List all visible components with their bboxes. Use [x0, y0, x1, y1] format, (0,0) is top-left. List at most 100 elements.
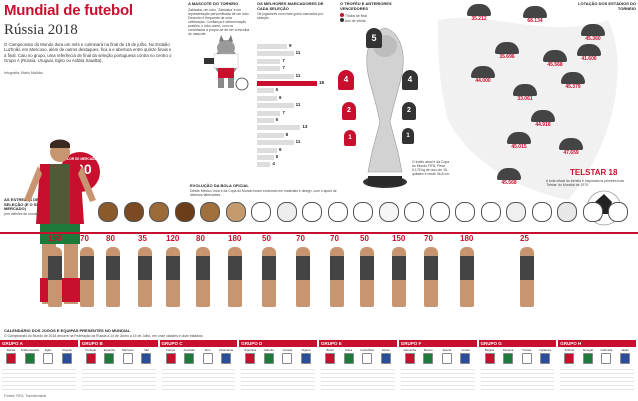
team-item: Argentina: [241, 348, 259, 364]
team-shirt-icon: [104, 353, 115, 364]
scorer-row: 11: [257, 102, 337, 109]
footer-sources: Fontes: FIFA, Transfermarkt: [4, 394, 47, 398]
team-name: Croácia: [282, 348, 293, 352]
player-figure: [48, 247, 62, 307]
team-shirt-icon: [245, 353, 256, 364]
scorer-bar: [257, 44, 287, 49]
group-column: GRUPO A Rússia Arábia Saudita Egito Uruguai: [0, 340, 78, 394]
match-list: [2, 366, 76, 390]
group-label: GRUPO A: [0, 340, 78, 347]
scorer-row: 13: [257, 124, 337, 131]
scorer-bar: [257, 162, 271, 168]
team-item: Panamá: [499, 348, 517, 364]
match-list: [400, 366, 475, 390]
scorer-bar: [257, 103, 294, 109]
player-market-value: 50: [360, 234, 369, 243]
player-figure: [228, 247, 242, 307]
stadium-icon: [577, 44, 601, 56]
stadium-list: 35.212 68.134 45.360 35.696 45.568 44.000 45.3…: [428, 0, 638, 190]
team-shirt-icon: [564, 353, 575, 364]
player-market-value: 180: [228, 234, 242, 243]
stadium-icon: [581, 24, 605, 36]
stadium-marker: 68.134: [520, 6, 550, 24]
team-item: Espanha: [100, 348, 118, 364]
scorer-bar: [257, 73, 294, 79]
team-item: Portugal: [82, 348, 100, 364]
stadium-capacity: 68.134: [527, 18, 543, 24]
team-name: Irão: [144, 348, 149, 352]
team-item: Polónia: [560, 348, 578, 364]
team-item: Suécia: [438, 348, 456, 364]
stadium-capacity: 45.568: [547, 62, 563, 68]
stadium-marker: 41.606: [574, 44, 604, 62]
player-figure: [196, 247, 210, 307]
ball-icon: [455, 202, 476, 222]
player-figure: [138, 247, 152, 307]
ball-icon: [302, 202, 323, 222]
group-teams: Polónia Senegal Colômbia Japão: [558, 347, 636, 365]
team-name: México: [423, 348, 433, 352]
team-shirt-icon: [24, 353, 35, 364]
scorer-value: 4: [272, 161, 275, 167]
groups-grid: GRUPO A Rússia Arábia Saudita Egito Uruguai G…: [0, 340, 638, 395]
stars-unit: (em milhões de euros): [4, 211, 38, 216]
scorers-section: OS MELHORES MARCADORES DE CADA SELEÇÃO O…: [257, 1, 327, 20]
player-market-value: 70: [80, 234, 89, 243]
star-player-card: 80: [106, 234, 136, 324]
team-shirt-icon: [202, 353, 213, 364]
team-item: Egito: [39, 348, 57, 364]
team-shirt-icon: [141, 353, 152, 364]
stadium-marker: 47.659: [556, 138, 586, 156]
stadium-icon: [531, 110, 555, 122]
player-figure: [460, 247, 474, 307]
team-item: Senegal: [579, 348, 597, 364]
legend-dot-red: [340, 13, 344, 18]
team-name: Suíça: [345, 348, 353, 352]
stadium-marker: 45.568: [540, 50, 570, 68]
scorer-row: 8: [257, 132, 337, 138]
scorer-value: 6: [279, 94, 282, 100]
player-market-value: 70: [330, 234, 339, 243]
star-player-card: 35: [138, 234, 168, 324]
scorer-row: 11: [257, 139, 337, 146]
team-shirt-icon: [282, 353, 293, 364]
balls-title: EVOLUÇÃO DA BOLA OFICIAL: [190, 183, 249, 188]
team-shirt-icon: [122, 353, 133, 364]
team-shirt-icon: [85, 353, 96, 364]
balls-row: [96, 200, 632, 224]
ball-icon: [378, 202, 399, 222]
players-strip: 150 70 80 35 120 80 180 50 70 70 50 150 70 180 25: [0, 224, 638, 332]
team-item: Alemanha: [401, 348, 419, 364]
team-item: Austrália: [180, 348, 198, 364]
team-name: Tunísia: [522, 348, 532, 352]
team-name: Nigéria: [301, 348, 311, 352]
stadium-marker: 35.212: [464, 4, 494, 22]
scorer-value: 18: [319, 80, 325, 85]
scorers-bar-list: 9 11 7 7 11 18 5 6 11 7 5 13 8 11 6 5 4: [257, 43, 337, 172]
team-item: Rússia: [2, 348, 20, 364]
player-figure: [360, 247, 374, 307]
calendar-header: CALENDÁRIO DOS JOGOS E EQUIPAS PRESENTES…: [4, 328, 624, 338]
team-shirt-icon: [325, 353, 335, 364]
team-name: Alemanha: [403, 348, 417, 352]
stadiums-title: LOTAÇÃO DOS ESTÁDIOS DO TORNEIO: [578, 1, 636, 11]
badge-label: VALOR DE MERCADO: [63, 157, 97, 161]
scorer-value: 13: [302, 124, 308, 130]
team-item: Marrocos: [119, 348, 137, 364]
scorer-row: 4: [257, 161, 337, 168]
player-market-value: 70: [424, 234, 433, 243]
scorer-bar: [257, 147, 277, 153]
team-name: Dinamarca: [219, 348, 233, 352]
stadium-map: [438, 17, 618, 200]
stadium-capacity: 41.606: [581, 56, 597, 62]
group-column: GRUPO G Bélgica Panamá Tunísia Inglaterra: [478, 340, 557, 394]
team-name: Panamá: [502, 348, 514, 352]
ball-icon: [225, 202, 246, 222]
team-item: Suíça: [340, 348, 358, 364]
stadium-capacity: 33.061: [517, 96, 533, 102]
team-item: Arábia Saudita: [21, 348, 39, 364]
player-figure: [520, 247, 534, 307]
team-shirt-icon: [503, 353, 514, 364]
stadium-capacity: 45.360: [585, 36, 601, 42]
star-player-card: 70: [330, 234, 360, 324]
